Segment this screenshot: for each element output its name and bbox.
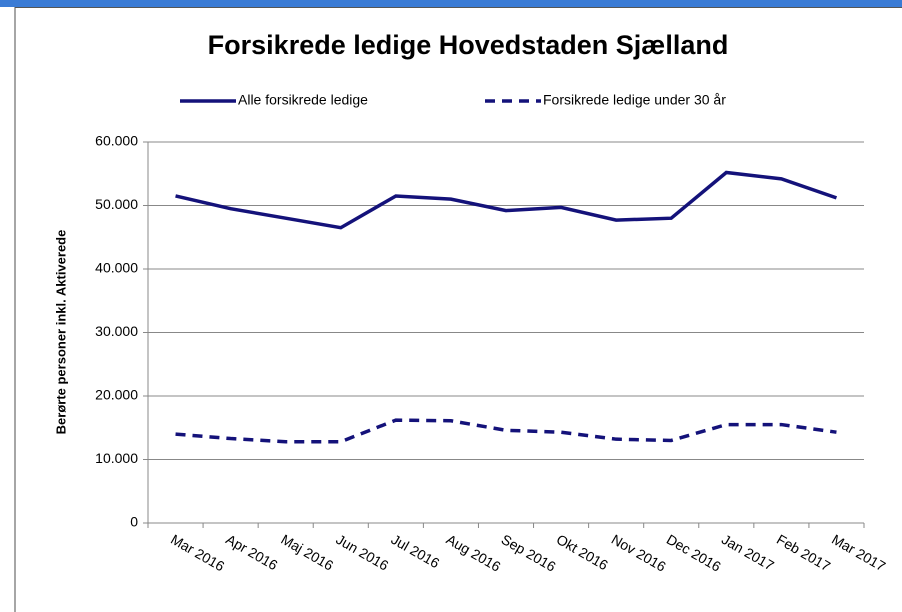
x-tick-label: Dec 2016	[664, 531, 724, 575]
legend-label: Forsikrede ledige under 30 år	[543, 92, 726, 108]
x-tick-label: Maj 2016	[278, 531, 336, 574]
x-tick-label: Nov 2016	[609, 531, 669, 575]
x-tick-label: Aug 2016	[444, 531, 504, 575]
x-tick-label: Mar 2016	[168, 531, 227, 575]
legend-label: Alle forsikrede ledige	[238, 92, 368, 108]
y-tick-label: 30.000	[95, 323, 138, 339]
y-tick-label: 20.000	[95, 387, 138, 403]
chart-title: Forsikrede ledige Hovedstaden Sjælland	[208, 30, 729, 60]
x-tick-label: Apr 2016	[223, 531, 280, 573]
y-tick-label: 60.000	[95, 133, 138, 149]
x-tick-label: Jan 2017	[719, 531, 777, 574]
y-tick-label: 50.000	[95, 196, 138, 212]
series-line	[175, 418, 837, 444]
x-tick-label: Sep 2016	[499, 531, 559, 575]
x-tick-label: Feb 2017	[774, 531, 833, 575]
x-tick-label: Okt 2016	[554, 531, 611, 573]
y-tick-label: 0	[130, 514, 138, 530]
y-tick-label: 40.000	[95, 260, 138, 276]
series-line	[175, 170, 838, 230]
y-tick-label: 10.000	[95, 450, 138, 466]
x-tick-label: Jul 2016	[388, 531, 442, 571]
window-top-bar	[0, 0, 902, 7]
y-axis-label: Berørte personer inkl. Aktiverede	[53, 230, 68, 435]
x-tick-label: Mar 2017	[829, 531, 888, 575]
x-tick-label: Jun 2016	[333, 531, 391, 574]
